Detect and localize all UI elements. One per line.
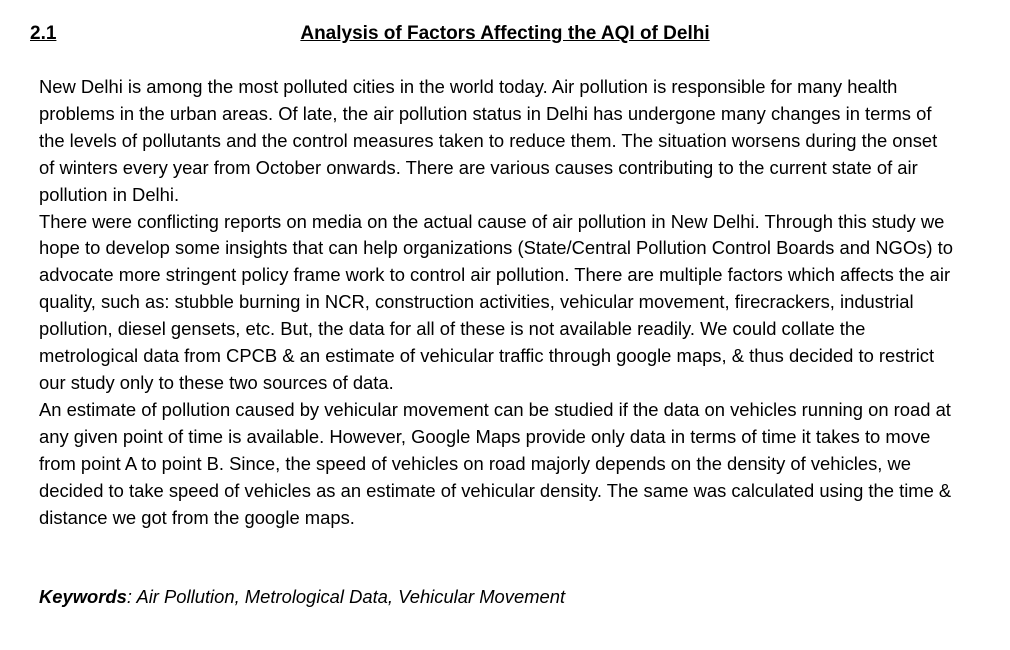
body-text: New Delhi is among the most polluted cit… [39, 74, 954, 531]
keywords-line: Keywords: Air Pollution, Metrological Da… [39, 584, 954, 610]
section-heading: 2.1 Analysis of Factors Affecting the AQ… [30, 22, 980, 48]
section-title: Analysis of Factors Affecting the AQI of… [300, 23, 710, 44]
section-number: 2.1 [30, 23, 57, 44]
paragraph-intro: New Delhi is among the most polluted cit… [39, 76, 938, 205]
paragraph-study-scope: There were conflicting reports on media … [39, 210, 953, 393]
keywords-separator: : [126, 586, 133, 607]
keywords-text: Air Pollution, Metrological Data, Vehicu… [132, 586, 566, 607]
paragraph-vehicular-estimate: An estimate of pollution caused by vehic… [39, 398, 952, 528]
keywords-label: Keywords [39, 586, 127, 607]
